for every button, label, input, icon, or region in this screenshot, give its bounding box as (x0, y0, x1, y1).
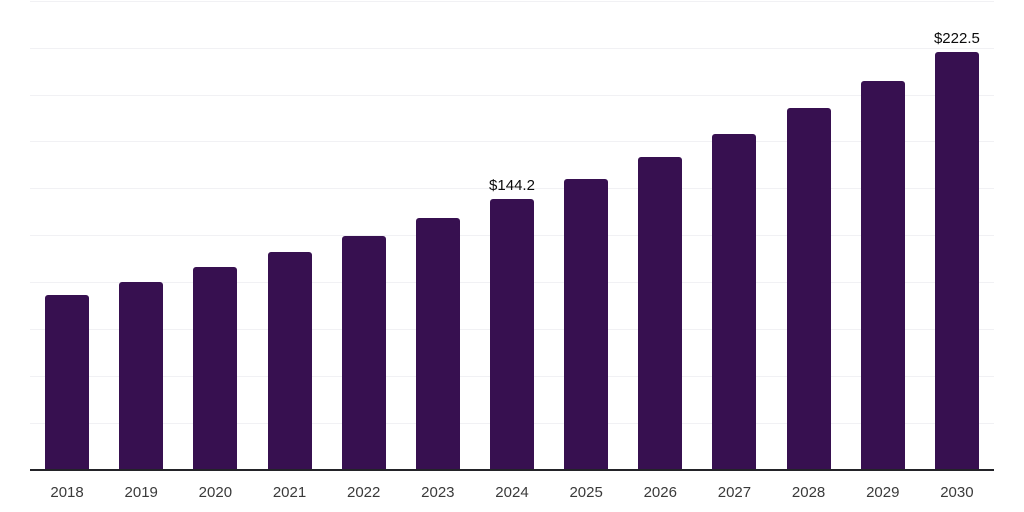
bar-2025 (564, 179, 609, 470)
x-tick-label-2023: 2023 (421, 484, 455, 501)
bar-value-label-2030: $222.5 (933, 30, 980, 48)
x-tick-label-2028: 2028 (791, 484, 826, 501)
x-tick-label-2030: 2030 (940, 484, 974, 501)
gridline-200 (30, 95, 994, 96)
bar-2026 (638, 157, 683, 470)
bar-2024 (490, 199, 534, 470)
bar-2018 (45, 294, 90, 470)
bar-2020 (193, 267, 238, 470)
x-tick-label-2019: 2019 (124, 484, 158, 501)
bar-2028 (786, 108, 831, 470)
x-tick-label-2029: 2029 (866, 484, 900, 501)
bar-2029 (860, 81, 905, 470)
gridline-175 (30, 141, 994, 142)
x-tick-label-2024: 2024 (495, 484, 529, 501)
x-tick-label-2026: 2026 (643, 484, 677, 501)
bar-2030 (934, 52, 979, 470)
bar-2027 (712, 133, 757, 470)
bar-2019 (119, 281, 164, 470)
x-tick-label-2020: 2020 (198, 484, 233, 501)
x-axis-line (30, 469, 994, 471)
x-tick-label-2021: 2021 (272, 484, 307, 501)
x-tick-label-2025: 2025 (569, 484, 603, 501)
x-tick-label-2018: 2018 (50, 484, 84, 501)
bar-2023 (415, 218, 460, 470)
bar-value-label-2024: $144.2 (489, 177, 535, 195)
x-tick-label-2027: 2027 (717, 484, 752, 501)
gridline-225 (30, 48, 994, 49)
x-tick-label-2022: 2022 (346, 484, 381, 501)
gridline-250 (30, 1, 994, 2)
bar-2021 (267, 252, 312, 470)
bar-2022 (341, 235, 386, 470)
